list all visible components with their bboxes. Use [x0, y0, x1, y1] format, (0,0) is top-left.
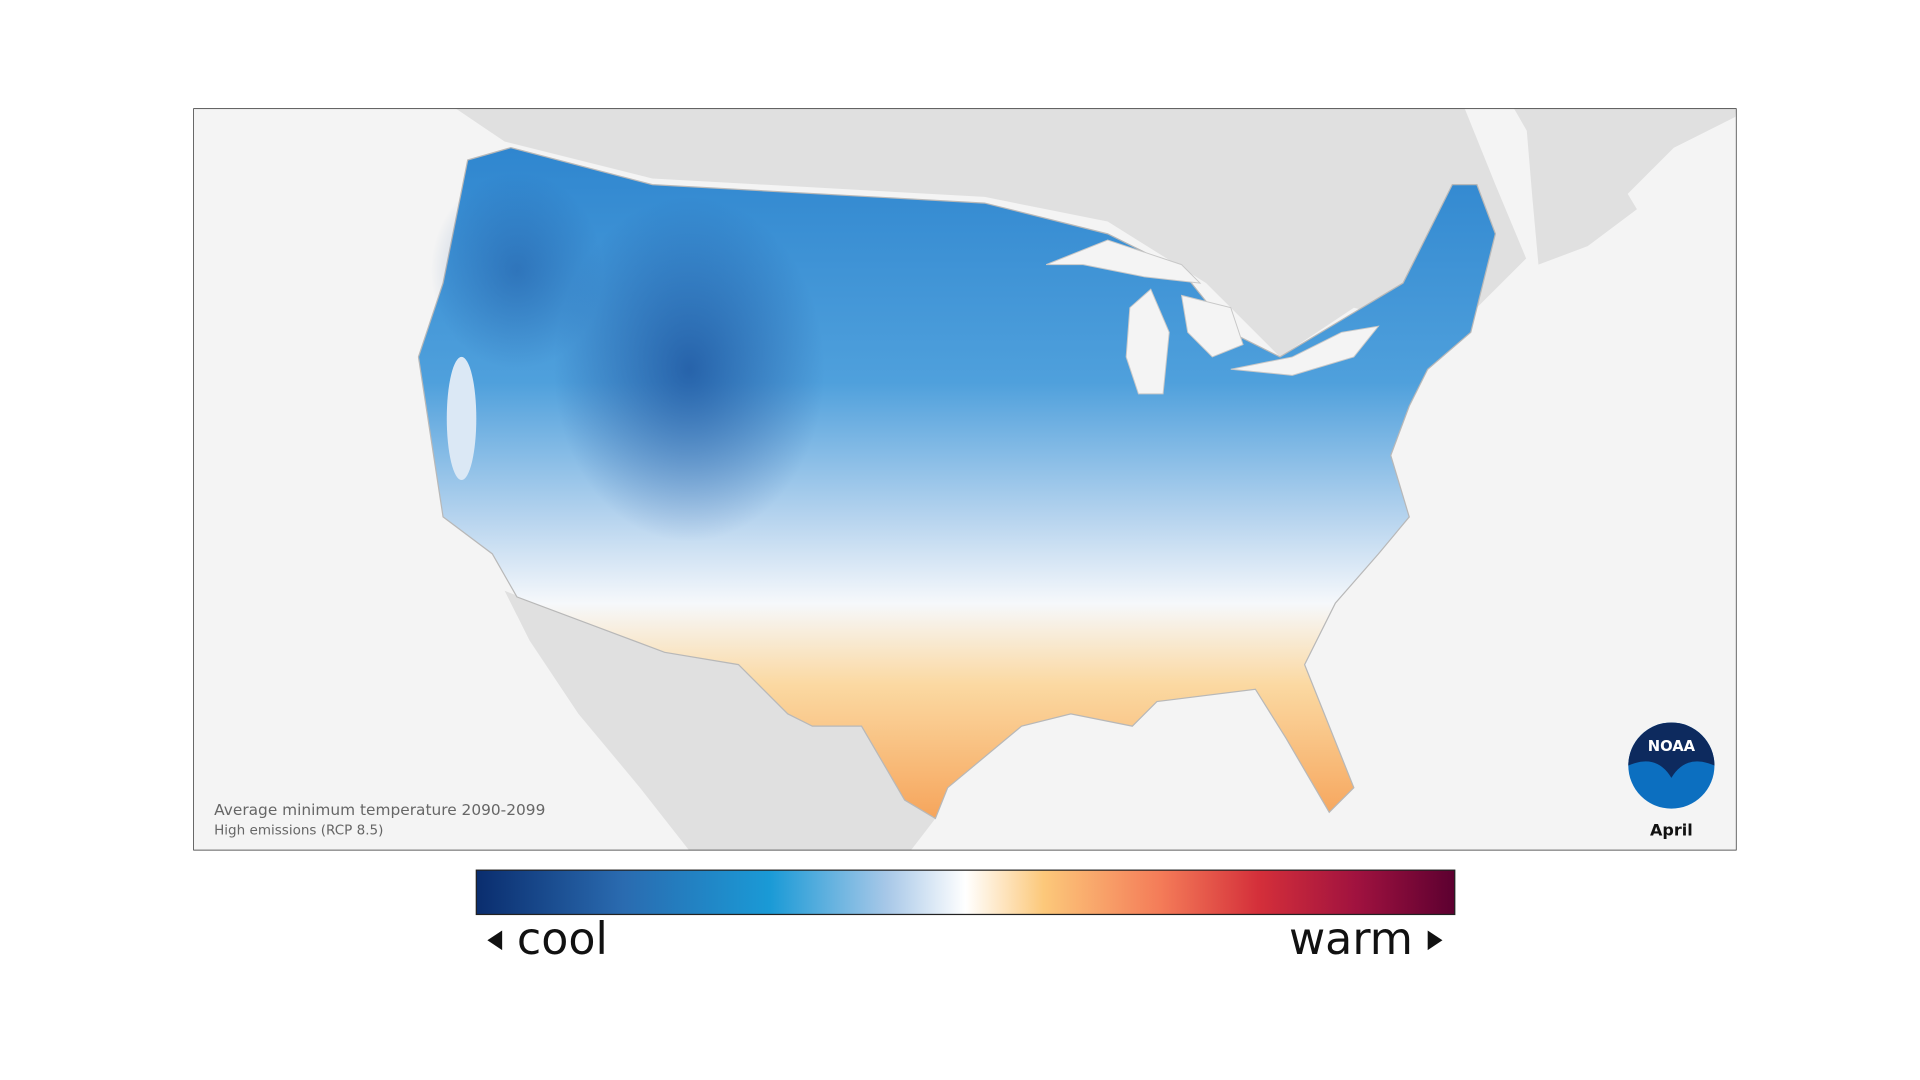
noaa-logo: NOAA — [1628, 722, 1715, 809]
cascades-shade — [430, 172, 604, 370]
subcaption: High emissions (RCP 8.5) — [214, 822, 383, 838]
month-label: April — [1650, 821, 1693, 840]
gulf-of-california — [516, 615, 616, 813]
high-label: warm — [1289, 914, 1413, 965]
arrow-right — [1427, 930, 1443, 951]
central-valley — [446, 356, 477, 480]
arrow-left — [487, 930, 503, 951]
mexico — [504, 590, 936, 851]
logo-top — [1628, 722, 1715, 778]
color-legend: cool warm — [475, 869, 1456, 965]
great-lakes — [1045, 239, 1380, 395]
map-panel: Average minimum temperature 2090-2099 Hi… — [193, 108, 1737, 851]
low-label: cool — [517, 914, 608, 965]
maritimes — [1526, 123, 1637, 265]
rockies-shade — [553, 196, 825, 542]
logo-text: NOAA — [1648, 738, 1696, 755]
caption: Average minimum temperature 2090-2099 — [214, 801, 545, 819]
color-bar — [475, 869, 1456, 916]
